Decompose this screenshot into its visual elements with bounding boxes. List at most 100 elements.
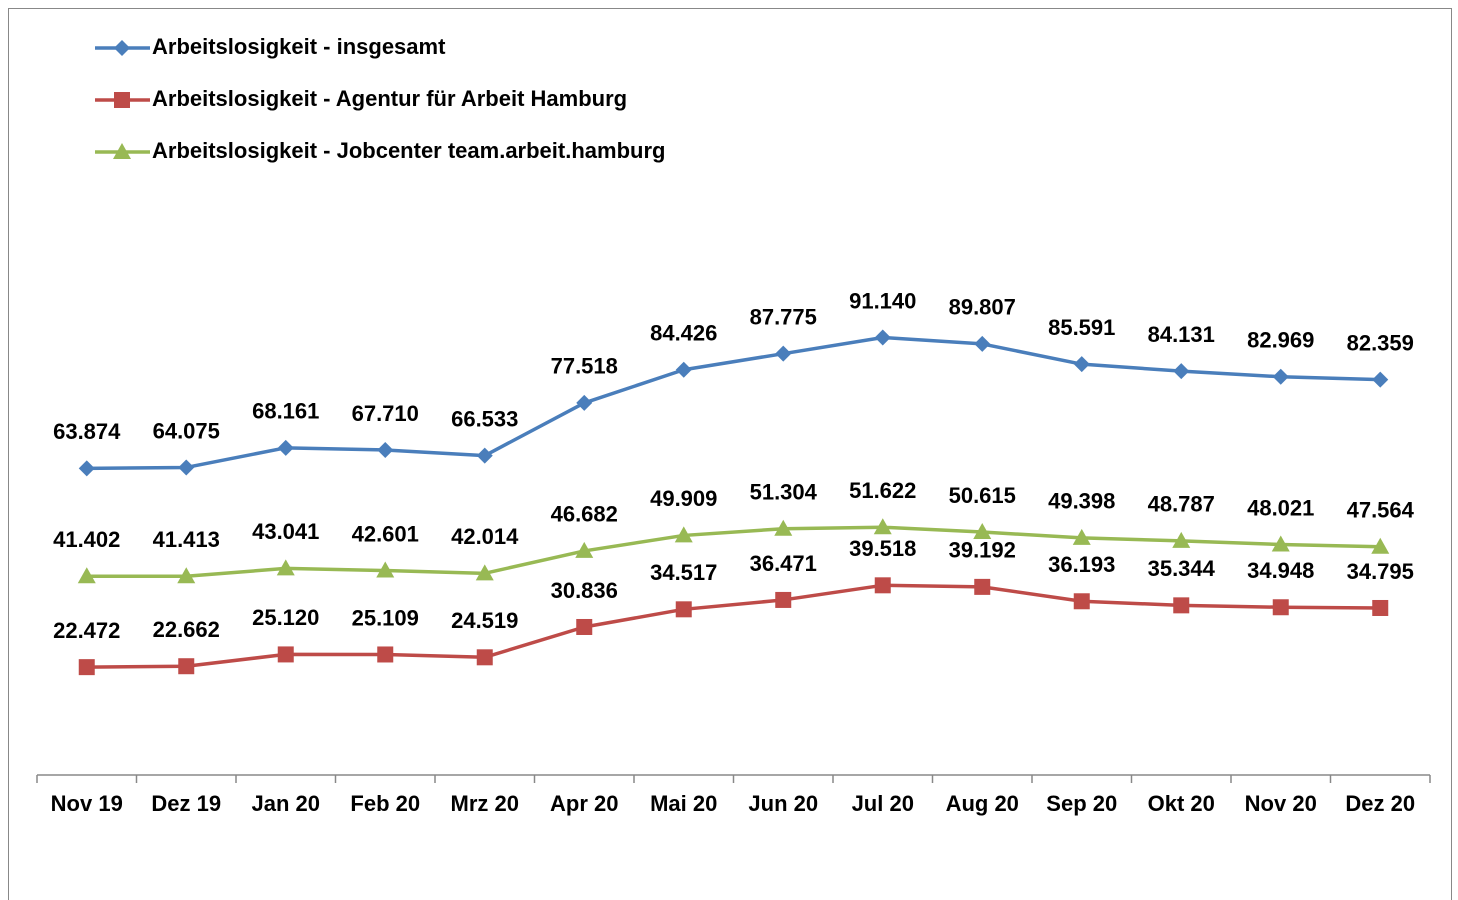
- data-label: 43.041: [252, 519, 319, 544]
- data-label: 82.969: [1247, 328, 1314, 353]
- data-label: 36.471: [750, 551, 817, 576]
- data-point: [1372, 371, 1389, 388]
- data-point: [675, 601, 692, 618]
- data-label: 25.120: [252, 605, 319, 630]
- x-tick-label: Dez 20: [1345, 791, 1415, 816]
- data-label: 47.564: [1347, 498, 1415, 523]
- data-label: 84.426: [650, 321, 717, 346]
- data-point: [1272, 599, 1289, 616]
- data-label: 22.472: [53, 618, 120, 643]
- legend-label: Arbeitslosigkeit - Jobcenter team.arbeit…: [152, 138, 665, 163]
- data-label: 30.836: [551, 578, 618, 603]
- data-point: [475, 564, 494, 581]
- data-point: [177, 567, 196, 584]
- data-label: 35.344: [1148, 556, 1216, 581]
- data-point: [178, 658, 195, 675]
- data-label: 63.874: [53, 419, 121, 444]
- x-tick-label: Sep 20: [1046, 791, 1117, 816]
- data-label: 51.622: [849, 478, 916, 503]
- data-point: [774, 519, 793, 536]
- data-label: 67.710: [352, 401, 419, 426]
- data-point: [1271, 535, 1290, 552]
- legend-label: Arbeitslosigkeit - insgesamt: [152, 34, 446, 59]
- data-label: 24.519: [451, 608, 518, 633]
- data-point: [77, 567, 96, 584]
- legend-marker: [114, 40, 130, 56]
- x-tick-label: Jul 20: [852, 791, 914, 816]
- x-tick-label: Aug 20: [946, 791, 1019, 816]
- data-point: [576, 618, 593, 635]
- data-label: 91.140: [849, 288, 916, 313]
- data-label: 82.359: [1347, 330, 1414, 355]
- data-point: [276, 559, 295, 576]
- data-point: [178, 459, 195, 476]
- data-label: 25.109: [352, 605, 419, 630]
- data-label: 22.662: [153, 617, 220, 642]
- data-point: [1173, 597, 1190, 614]
- legend-marker: [113, 143, 131, 159]
- x-tick-label: Okt 20: [1148, 791, 1215, 816]
- data-point: [874, 577, 891, 594]
- data-label: 36.193: [1048, 552, 1115, 577]
- data-point: [775, 591, 792, 608]
- x-tick-label: Dez 19: [151, 791, 221, 816]
- data-point: [873, 518, 892, 535]
- series-line: [86, 335, 1381, 471]
- data-label: 46.682: [551, 502, 618, 527]
- data-point: [476, 447, 493, 464]
- data-point: [575, 541, 594, 558]
- data-label: 64.075: [153, 418, 220, 443]
- data-label: 68.161: [252, 399, 319, 424]
- data-label: 87.775: [750, 304, 817, 329]
- data-point: [1073, 356, 1090, 373]
- series-line: [86, 525, 1381, 579]
- data-label: 89.807: [949, 295, 1016, 320]
- data-label: 34.795: [1347, 559, 1414, 584]
- data-point: [476, 649, 493, 666]
- data-point: [1372, 599, 1389, 616]
- data-label: 66.533: [451, 406, 518, 431]
- data-label: 48.021: [1247, 495, 1314, 520]
- data-point: [377, 646, 394, 663]
- data-label: 41.402: [53, 527, 120, 552]
- data-point: [1371, 537, 1390, 554]
- x-tick-label: Apr 20: [550, 791, 618, 816]
- data-point: [277, 439, 294, 456]
- data-label: 39.192: [949, 538, 1016, 563]
- x-tick-label: Nov 19: [51, 791, 123, 816]
- data-label: 49.398: [1048, 489, 1115, 514]
- data-label: 34.517: [650, 560, 717, 585]
- data-point: [974, 335, 991, 352]
- data-label: 84.131: [1148, 322, 1215, 347]
- legend-label: Arbeitslosigkeit - Agentur für Arbeit Ha…: [152, 86, 627, 111]
- data-point: [376, 561, 395, 578]
- data-point: [1272, 368, 1289, 385]
- data-label: 42.601: [352, 521, 419, 546]
- data-point: [277, 646, 294, 663]
- data-point: [576, 394, 593, 411]
- series-line: [86, 583, 1381, 669]
- x-tick-label: Feb 20: [350, 791, 420, 816]
- data-point: [1072, 528, 1091, 545]
- data-point: [1172, 531, 1191, 548]
- data-point: [775, 345, 792, 362]
- x-tick-label: Nov 20: [1245, 791, 1317, 816]
- data-label: 48.787: [1148, 492, 1215, 517]
- x-tick-label: Jan 20: [252, 791, 321, 816]
- data-point: [78, 460, 95, 477]
- data-point: [377, 441, 394, 458]
- data-label: 41.413: [153, 527, 220, 552]
- data-point: [973, 523, 992, 540]
- data-label: 42.014: [451, 524, 519, 549]
- data-label: 77.518: [551, 354, 618, 379]
- data-label: 85.591: [1048, 315, 1115, 340]
- x-tick-label: Jun 20: [748, 791, 818, 816]
- data-point: [1173, 363, 1190, 380]
- data-point: [675, 361, 692, 378]
- legend-marker: [114, 92, 130, 108]
- x-tick-label: Mai 20: [650, 791, 717, 816]
- data-label: 50.615: [949, 483, 1016, 508]
- data-point: [974, 578, 991, 595]
